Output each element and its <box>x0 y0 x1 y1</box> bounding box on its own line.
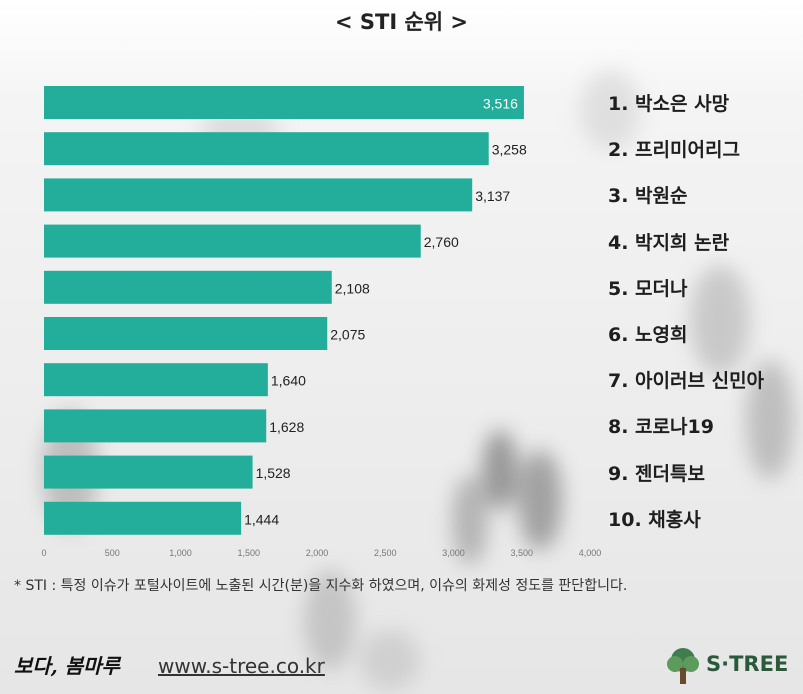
ranking-item: 6. 노영희 <box>608 324 688 346</box>
bar-value-label: 2,075 <box>330 327 365 343</box>
ranking-item: 1. 박소은 사망 <box>608 93 730 115</box>
ranking-item: 2. 프리미어리그 <box>608 139 740 162</box>
x-tick-label: 4,000 <box>579 548 602 558</box>
ranking-item: 8. 코로나19 <box>608 416 714 439</box>
bar-value-label: 1,444 <box>244 511 279 527</box>
x-tick-label: 3,500 <box>510 548 533 558</box>
x-tick-label: 2,500 <box>374 548 397 558</box>
stree-logo: S·TREE <box>706 652 789 676</box>
bar-value-label: 2,760 <box>424 234 459 250</box>
bar-value-label: 1,528 <box>256 465 291 481</box>
bar-10 <box>44 501 242 535</box>
bar-value-label: 1,640 <box>271 373 306 389</box>
bar-2 <box>44 132 489 166</box>
x-tick-label: 2,000 <box>306 548 329 558</box>
x-tick-label: 0 <box>41 548 46 558</box>
bar-value-label: 1,628 <box>269 419 304 435</box>
bar-7 <box>44 363 268 397</box>
x-tick-label: 3,000 <box>442 548 465 558</box>
bar-value-label: 3,258 <box>492 142 527 158</box>
chart-title: < STI 순위 > <box>334 10 469 34</box>
bar-value-label: 2,108 <box>335 280 370 296</box>
bar-5 <box>44 270 332 304</box>
bar-6 <box>44 317 328 350</box>
bar-9 <box>44 455 253 489</box>
website-link[interactable]: www.s-tree.co.kr <box>158 654 325 678</box>
tree-icon <box>667 648 699 684</box>
ranking-item: 9. 젠더특보 <box>608 462 705 485</box>
ranking-item: 7. 아이러브 신민아 <box>608 370 765 393</box>
ranking-item: 4. 박지희 논란 <box>608 231 730 254</box>
bar-value-label: 3,516 <box>483 96 518 112</box>
ranking-item: 3. 박원순 <box>608 185 688 208</box>
bar-3 <box>44 178 473 212</box>
bar-value-label: 3,137 <box>475 188 510 204</box>
x-tick-label: 1,000 <box>169 548 192 558</box>
x-tick-label: 500 <box>105 548 120 558</box>
brand-slogan: 보다, 봄마루 <box>14 654 120 678</box>
footnote: * STI : 특정 이슈가 포털사이트에 노출된 시간(분)을 지수화 하였으… <box>14 578 628 594</box>
x-tick-label: 1,500 <box>237 548 260 558</box>
ranking-item: 5. 모더나 <box>608 277 688 300</box>
ranking-item: 10. 채홍사 <box>608 508 701 531</box>
bar-1 <box>44 86 524 119</box>
bar-8 <box>44 409 267 443</box>
bar-4 <box>44 224 421 258</box>
